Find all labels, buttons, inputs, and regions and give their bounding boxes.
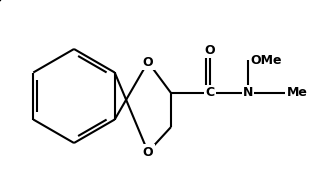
Text: Me: Me [287,87,308,99]
Text: O: O [205,43,215,57]
Text: C: C [206,87,215,99]
Text: O: O [143,146,153,159]
Text: N: N [243,87,253,99]
Text: O: O [143,56,153,68]
Text: OMe: OMe [250,53,281,67]
